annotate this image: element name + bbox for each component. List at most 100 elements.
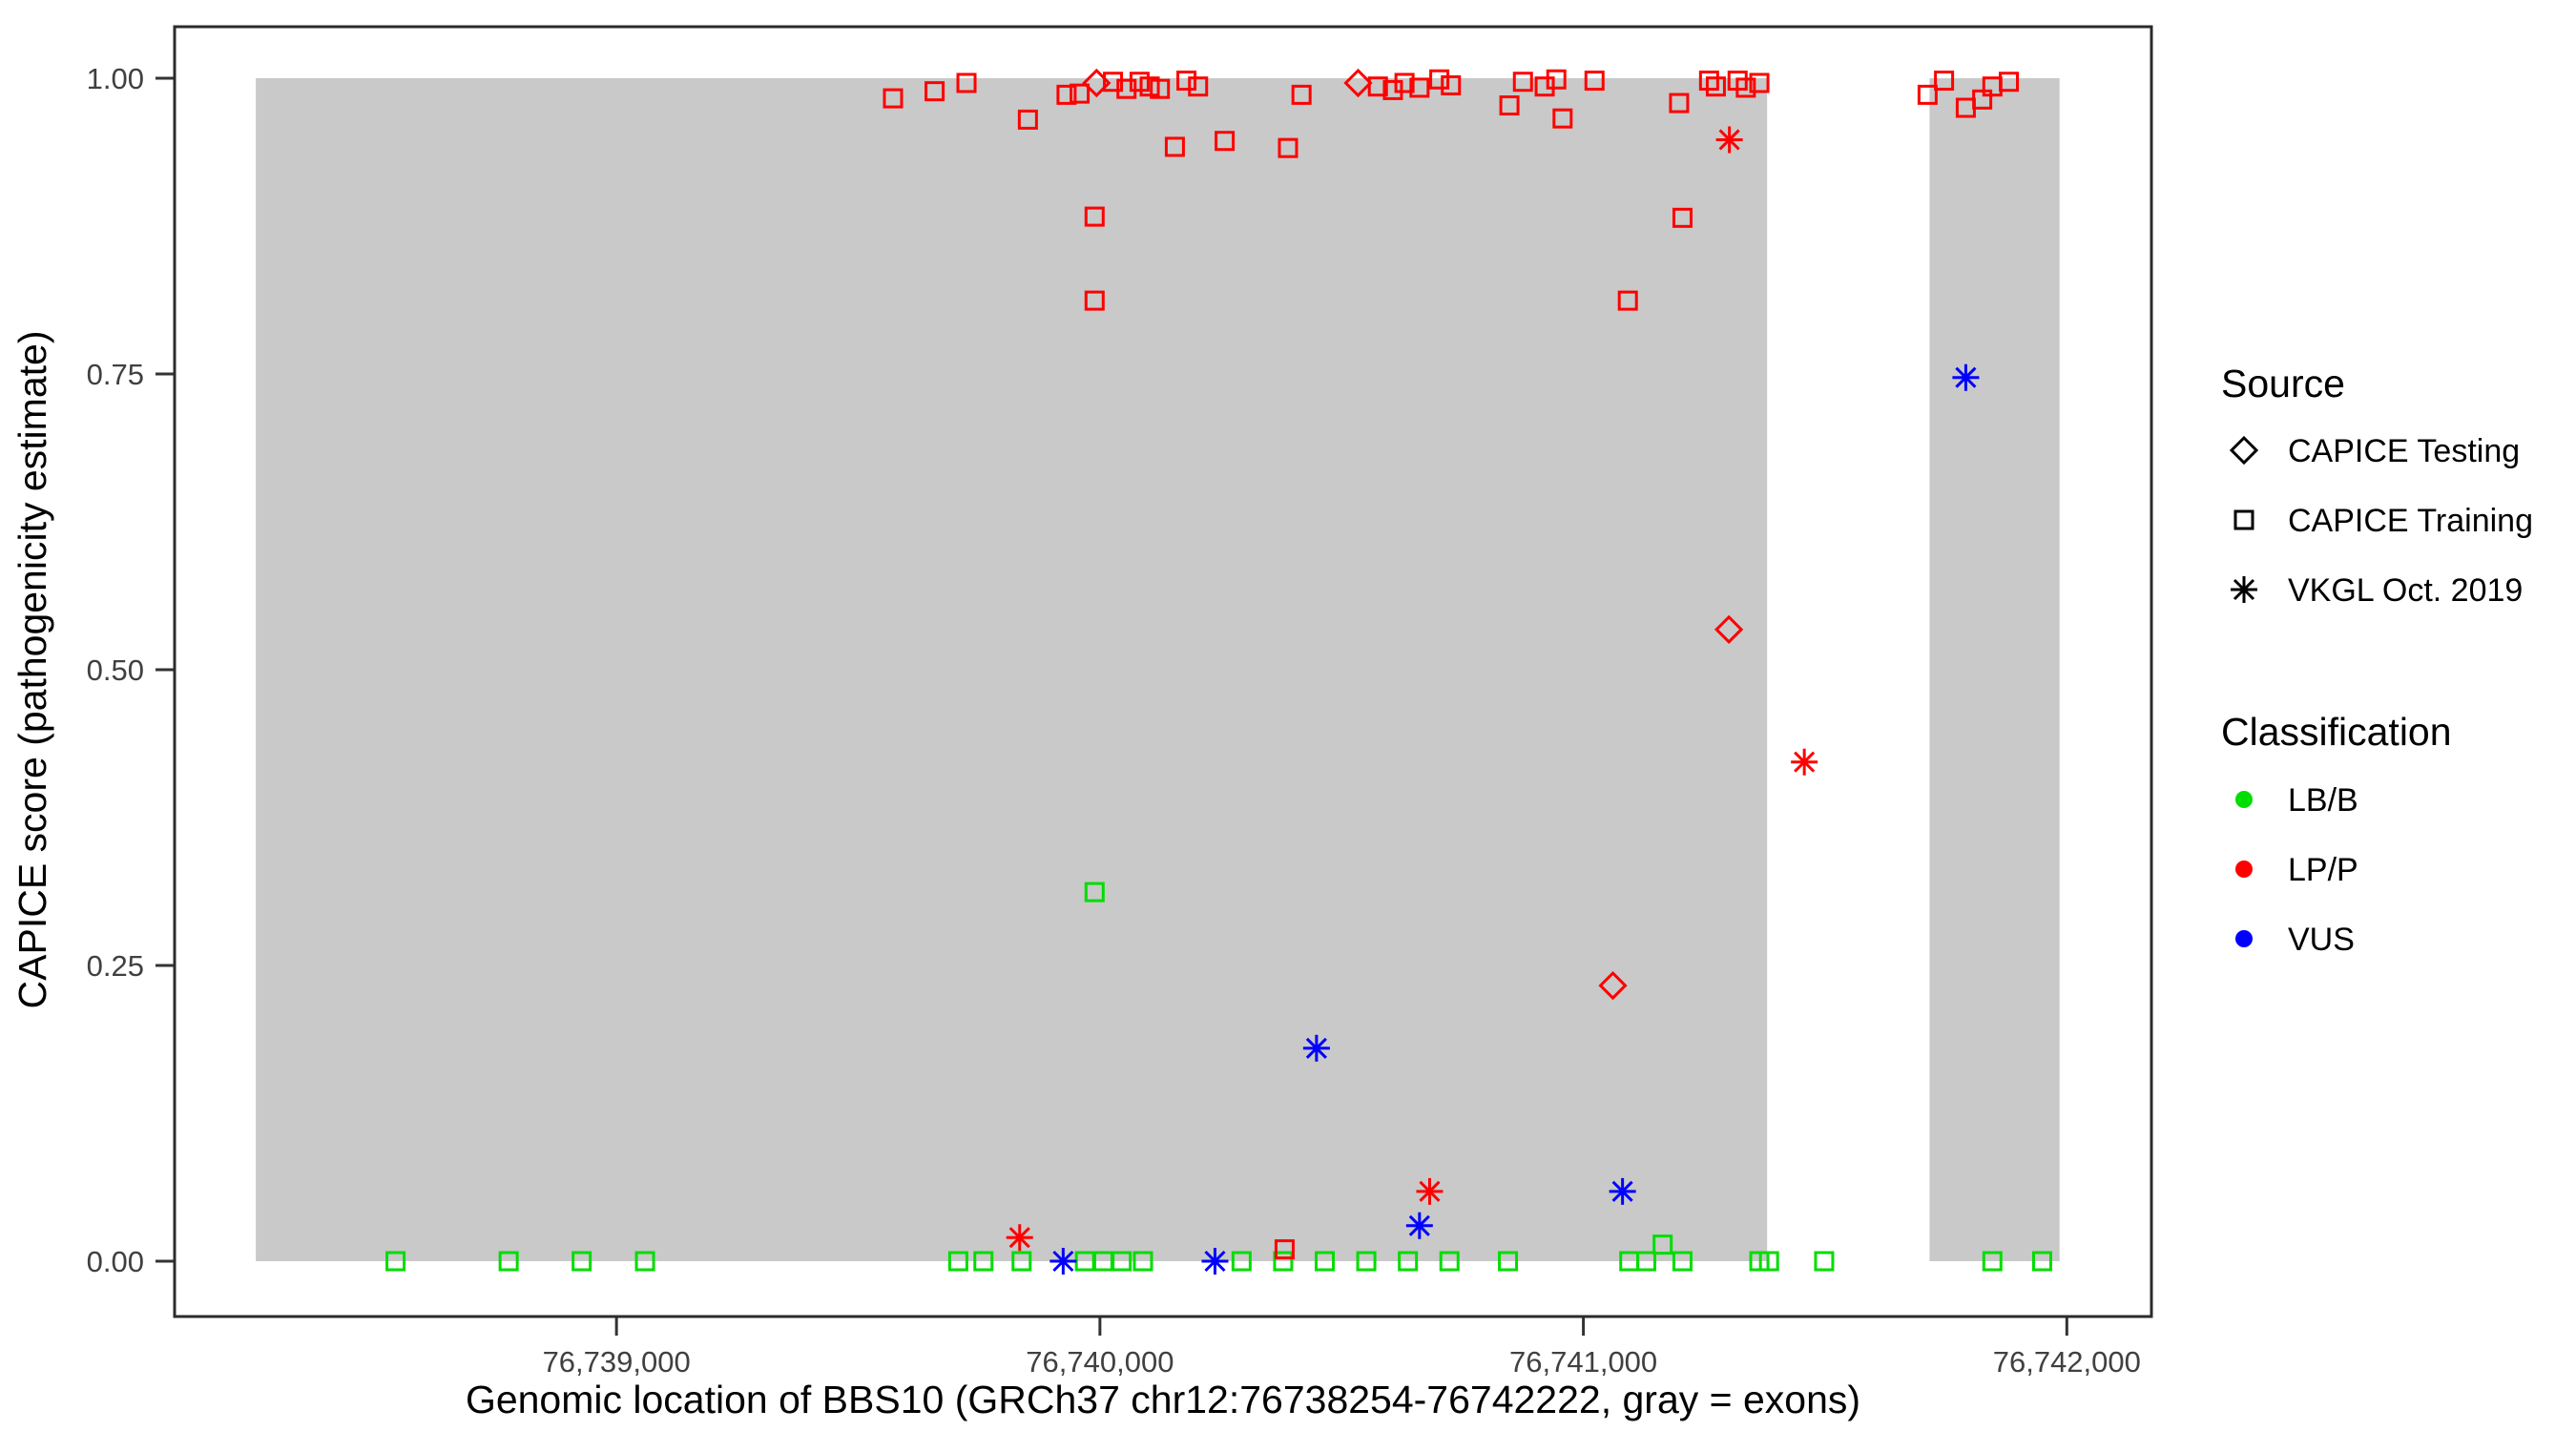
data-point-square [1188,76,1209,97]
data-point-square [1132,1251,1153,1272]
data-point-square [1278,137,1298,158]
data-point-square [947,1251,968,1272]
lbb-dot-icon [2235,791,2253,808]
y-tick-label: 0.75 [87,358,144,391]
diamond-icon [2229,435,2259,466]
data-point-square [1084,206,1105,227]
data-point-square [1215,131,1236,152]
data-point-asterisk [1049,1248,1077,1275]
data-point-square [1672,207,1693,228]
data-point-square [1705,76,1726,97]
x-axis-title: Genomic location of BBS10 (GRCh37 chr12:… [466,1378,1860,1421]
data-point-square [1382,79,1403,100]
legend-item-capice-training: CAPICE Training [2288,503,2533,539]
data-point-square [1176,70,1197,91]
data-point-square [924,81,945,102]
data-point-asterisk [1302,1034,1330,1062]
data-point-square [1439,1251,1460,1272]
data-point-square [1084,290,1105,311]
data-point-square [883,88,904,109]
data-point-square [1084,881,1105,902]
y-tick-label: 0.25 [87,949,144,983]
data-point-square [1534,76,1555,97]
legend-item-lbb: LB/B [2288,782,2358,819]
data-point-square [1934,70,1955,91]
legend-item-vkgl: VKGL Oct. 2019 [2288,572,2523,609]
data-point-square [1356,1251,1377,1272]
data-point-square [1972,89,1993,110]
square-icon [2233,509,2254,530]
lpp-dot-icon [2235,861,2253,878]
data-point-square [2031,1251,2052,1272]
data-point-square [956,73,977,93]
data-point-square [1617,290,1638,311]
legend-classification: Classification LB/B LP/P VUS [2221,710,2452,958]
panel-border [173,25,2153,1318]
x-tick-label: 76,739,000 [543,1345,691,1379]
y-tick-label: 1.00 [87,62,144,95]
data-point-square [1814,1251,1835,1272]
data-point-square [1698,70,1719,91]
data-point-square [1672,1251,1693,1272]
data-point-square [571,1251,592,1272]
y-tick-label: 0.00 [87,1245,144,1278]
data-point-square [1917,84,1938,105]
data-point-square [973,1251,994,1272]
data-point-square [1635,1251,1656,1272]
data-point-square [1749,73,1770,93]
data-point-square [1314,1251,1335,1272]
data-point-asterisk [1405,1212,1433,1239]
exon-region [1929,78,2060,1261]
data-point-square [1409,77,1430,98]
data-point-square [1552,108,1573,129]
data-point-square [1150,78,1171,99]
data-point-asterisk [1609,1177,1636,1205]
data-point-square [1546,69,1567,90]
data-point-diamond [1082,68,1111,98]
legend-item-vus: VUS [2288,922,2355,958]
data-point-square [1056,84,1077,105]
data-point-asterisk [1006,1224,1033,1252]
legend-item-capice-testing: CAPICE Testing [2288,433,2520,469]
data-point-asterisk [1952,363,1980,391]
data-point-square [1164,136,1185,157]
data-point-square [1011,1251,1032,1272]
data-point-square [1499,95,1520,116]
x-tick-label: 76,740,000 [1026,1345,1174,1379]
data-point-diamond [1343,68,1373,98]
y-tick-label: 0.50 [87,653,144,687]
data-point-square [1111,1251,1132,1272]
data-point-diamond [1598,970,1628,1001]
data-point-square [498,1251,519,1272]
data-point-square [1274,1239,1295,1260]
data-point-asterisk [1791,748,1818,776]
data-point-square [1498,1251,1519,1272]
data-point-square [1017,109,1038,130]
data-point-square [1398,1251,1419,1272]
data-point-square [1999,72,2020,93]
data-point-square [634,1251,655,1272]
vus-dot-icon [2235,930,2253,947]
y-axis-title: CAPICE score (pathogenicity estimate) [10,331,54,1009]
data-point-square [1652,1234,1673,1255]
data-point-square [1735,77,1756,98]
data-point-square [1982,1251,2003,1272]
data-point-square [1139,76,1160,97]
legend-item-lpp: LP/P [2288,852,2358,888]
legend-source-title: Source [2221,362,2345,405]
data-point-diamond [1714,614,1744,644]
legend-classification-title: Classification [2221,710,2452,754]
data-point-square [385,1251,406,1272]
data-point-square [1291,84,1312,105]
data-point-square [1273,1251,1294,1272]
data-point-square [1394,73,1415,93]
plot-layer: 76,739,000 76,740,000 76,741,000 76,742,000… [87,25,2153,1379]
data-point-asterisk [1201,1248,1229,1275]
x-tick-label: 76,741,000 [1509,1345,1657,1379]
legend-source: Source CAPICE Testing CAPICE Training VK… [2221,362,2533,609]
data-point-square [1070,83,1091,104]
data-point-square [1512,72,1533,93]
data-point-square [1116,78,1137,99]
